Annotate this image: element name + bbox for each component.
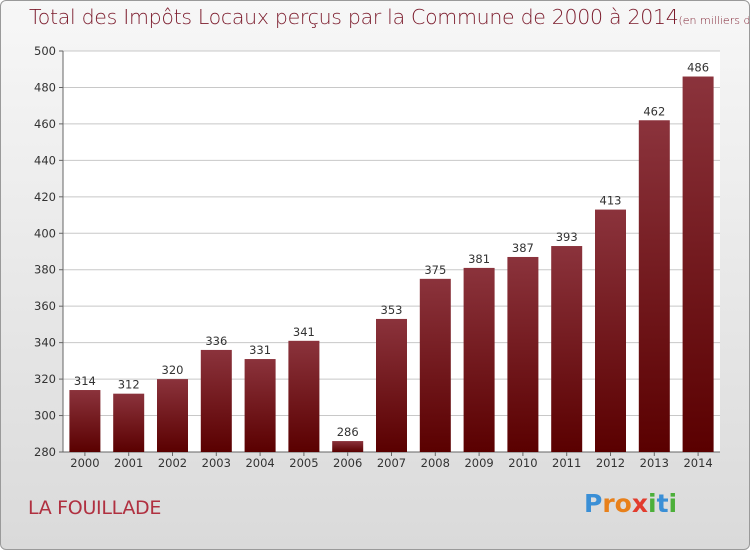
bar-2006 xyxy=(332,441,364,452)
x-tick-label: 2011 xyxy=(552,456,581,470)
x-tick-label: 2000 xyxy=(70,456,99,470)
y-tick-label: 400 xyxy=(34,226,56,240)
bar-2012 xyxy=(595,209,626,452)
bar-value-label: 320 xyxy=(162,363,184,377)
bar-2010 xyxy=(507,256,539,452)
y-tick-label: 300 xyxy=(34,409,56,423)
y-tick-label: 360 xyxy=(34,299,56,313)
x-tick-label: 2006 xyxy=(333,456,362,470)
chart-title: Total des Impôts Locaux perçus par la Co… xyxy=(29,5,750,29)
chart-title-main: Total des Impôts Locaux perçus par la Co… xyxy=(29,5,679,29)
y-tick-label: 320 xyxy=(34,372,56,386)
bar-2000 xyxy=(69,390,101,452)
bar-value-label: 331 xyxy=(249,343,271,357)
bar-value-label: 375 xyxy=(424,263,446,277)
bar-2011 xyxy=(551,246,583,452)
bar-value-label: 336 xyxy=(205,334,227,348)
x-tick-label: 2004 xyxy=(245,456,274,470)
bar-2008 xyxy=(419,278,451,452)
x-tick-label: 2003 xyxy=(202,456,231,470)
x-tick-label: 2012 xyxy=(596,456,625,470)
bar-2004 xyxy=(244,359,276,452)
y-tick-label: 440 xyxy=(34,153,56,167)
bar-2005 xyxy=(288,340,320,452)
bar-value-label: 381 xyxy=(468,252,490,266)
bar-2002 xyxy=(157,379,188,452)
x-tick-label: 2008 xyxy=(421,456,450,470)
bar-value-label: 486 xyxy=(687,61,709,75)
bar-value-label: 413 xyxy=(600,194,622,208)
x-tick-label: 2010 xyxy=(508,456,537,470)
bar-2014 xyxy=(682,76,714,452)
y-tick-label: 340 xyxy=(34,336,56,350)
x-tick-label: 2005 xyxy=(289,456,318,470)
x-tick-label: 2014 xyxy=(683,456,712,470)
bar-value-label: 314 xyxy=(74,374,96,388)
x-tick-label: 2007 xyxy=(377,456,406,470)
bar-2001 xyxy=(113,393,145,452)
logo-letter: i xyxy=(648,489,657,518)
commune-name: LA FOUILLADE xyxy=(28,497,162,519)
logo-letter: r xyxy=(602,489,615,518)
logo-letter: P xyxy=(584,489,603,518)
x-tick-label: 2013 xyxy=(640,456,669,470)
logo-letter: t xyxy=(656,489,669,518)
bar-value-label: 286 xyxy=(337,425,359,439)
y-tick-label: 460 xyxy=(34,117,56,131)
logo-letter: x xyxy=(631,489,648,518)
y-tick-label: 380 xyxy=(34,263,56,277)
bar-value-label: 341 xyxy=(293,325,315,339)
logo-letter: i xyxy=(668,489,678,518)
bar-value-label: 393 xyxy=(556,230,578,244)
y-tick-label: 420 xyxy=(34,190,56,204)
x-tick-label: 2002 xyxy=(158,456,187,470)
logo-letter: o xyxy=(614,489,632,518)
bar-value-label: 462 xyxy=(643,104,665,118)
chart-title-unit: (en milliers d'€) xyxy=(678,14,750,27)
bar-2009 xyxy=(463,267,495,452)
y-tick-label: 500 xyxy=(34,44,56,58)
bar-value-label: 312 xyxy=(118,378,140,392)
y-tick-label: 280 xyxy=(34,445,56,459)
y-tick-label: 480 xyxy=(34,80,56,94)
bar-2013 xyxy=(638,120,670,452)
bar-2003 xyxy=(200,349,232,452)
bar-value-label: 353 xyxy=(381,303,403,317)
x-tick-label: 2001 xyxy=(114,456,143,470)
x-tick-label: 2009 xyxy=(464,456,493,470)
bar-value-label: 387 xyxy=(512,241,534,255)
bar-2007 xyxy=(376,318,407,452)
